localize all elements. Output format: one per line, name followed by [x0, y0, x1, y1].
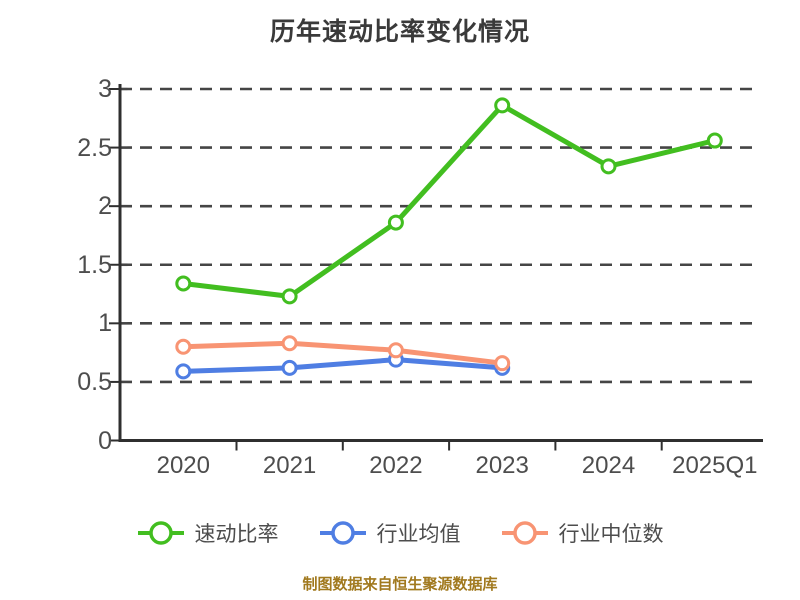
data-point-0-2023 — [494, 97, 511, 114]
y-tick-label-2.5: 2.5 — [77, 133, 112, 162]
data-point-1-2020 — [175, 363, 192, 380]
data-point-2-2022 — [387, 342, 404, 359]
data-point-2-2020 — [175, 338, 192, 355]
x-tick-label-2023: 2023 — [475, 452, 529, 479]
x-tick-label-2020: 2020 — [156, 452, 210, 479]
data-source-note: 制图数据来自恒生聚源数据库 — [302, 576, 498, 593]
y-tick-label-1: 1 — [98, 309, 112, 338]
legend-label-industry-mean: 行业均值 — [376, 523, 461, 546]
y-tick-label-1.5: 1.5 — [77, 250, 112, 279]
legend-item-industry-mean: 行业均值 — [319, 518, 461, 548]
legend-item-industry-median: 行业中位数 — [501, 518, 664, 548]
legend-label-industry-median: 行业中位数 — [558, 523, 664, 546]
chart-title: 历年速动比率变化情况 — [269, 18, 530, 46]
data-point-0-2021 — [281, 288, 298, 305]
series-line-2 — [180, 340, 505, 366]
y-tick-label-3: 3 — [98, 75, 112, 103]
legend: 速动比率 行业均值 行业中位数 — [0, 518, 800, 548]
industry-median-legend-marker-icon — [501, 521, 548, 545]
data-point-0-2024 — [600, 158, 617, 175]
series-line-0 — [180, 102, 718, 299]
data-point-0-2022 — [387, 214, 404, 231]
data-point-1-2021 — [281, 359, 298, 376]
data-point-2-2021 — [281, 335, 298, 352]
x-tick-label-2024: 2024 — [581, 452, 636, 479]
y-tick-label-0: 0 — [98, 426, 112, 455]
x-tick-label-2022: 2022 — [369, 452, 423, 479]
data-point-0-2020 — [175, 275, 192, 292]
series-line-1 — [180, 357, 505, 374]
y-tick-label-2: 2 — [98, 192, 112, 221]
y-tick-label-0.5: 0.5 — [77, 367, 112, 396]
industry-mean-legend-marker-icon — [319, 521, 366, 545]
x-tick-label-2025Q1: 2025Q1 — [672, 452, 758, 479]
data-point-0-2025Q1 — [706, 132, 723, 149]
x-tick-label-2021: 2021 — [262, 452, 317, 479]
legend-item-quick-ratio: 速动比率 — [137, 518, 279, 548]
quick-ratio-legend-marker-icon — [137, 521, 184, 545]
legend-label-quick-ratio: 速动比率 — [194, 523, 279, 546]
data-point-2-2023 — [494, 355, 511, 372]
